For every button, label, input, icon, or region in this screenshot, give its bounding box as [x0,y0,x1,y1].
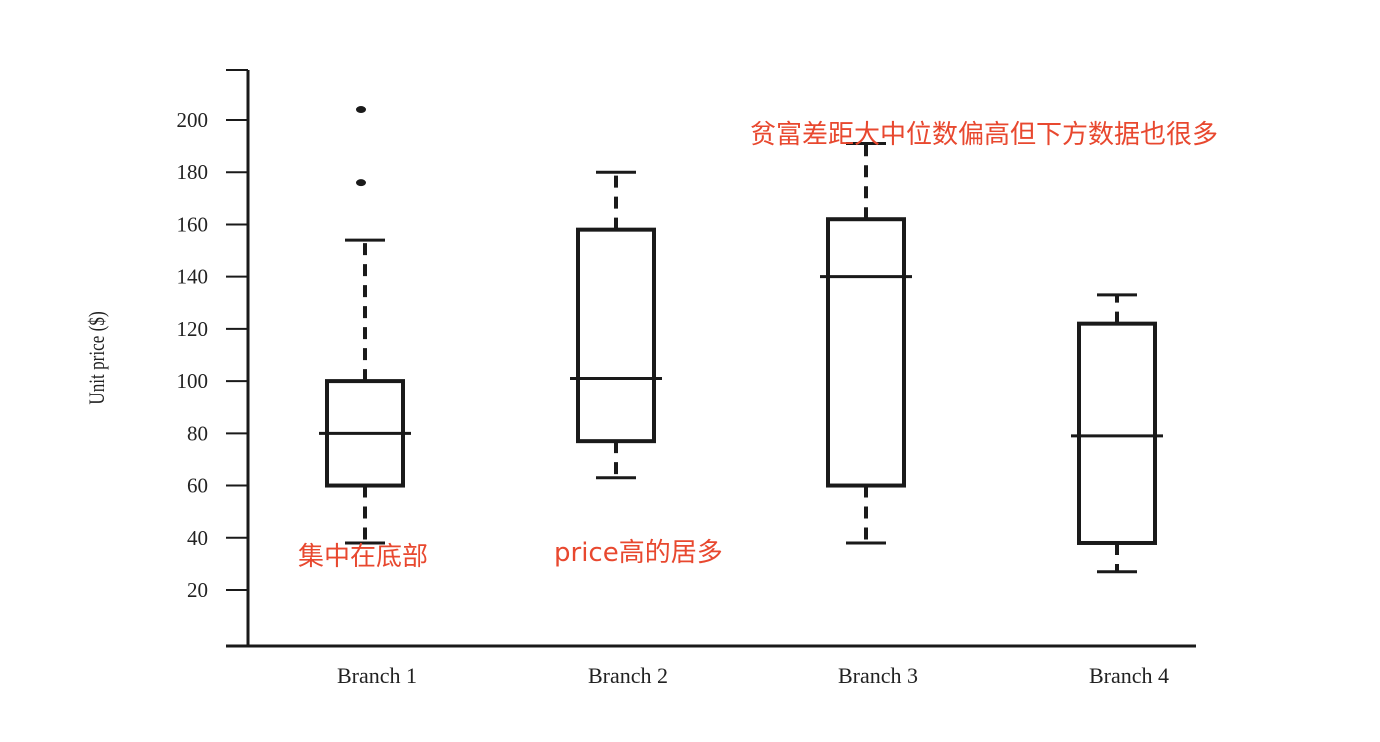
y-tick-label: 40 [187,526,208,550]
branch-1-outlier [356,106,366,114]
y-tick-label: 100 [177,369,209,393]
y-tick-label: 80 [187,421,208,445]
x-category-label: Branch 3 [838,663,918,688]
annotation-branch-3: 贫富差距大中位数偏高但下方数据也很多 [750,120,1219,150]
x-category-label: Branch 2 [588,663,668,688]
y-tick-label: 120 [177,317,209,341]
branch-3-box [826,217,906,488]
branch-1-outlier [356,179,366,187]
x-category-label: Branch 1 [337,663,417,688]
branch-4-box [1077,321,1157,545]
y-axis-title: Unit price ($) [85,311,110,404]
annotation-branch-2: price高的居多 [554,538,723,568]
branch-2-box [576,227,656,444]
x-category-label: Branch 4 [1089,663,1169,688]
annotation-branch-1: 集中在底部 [298,542,429,572]
y-tick-label: 60 [187,474,208,498]
y-tick-label: 200 [177,108,209,132]
y-tick-label: 140 [177,265,209,289]
y-tick-label: 180 [177,160,209,184]
y-tick-label: 160 [177,212,209,236]
y-tick-label: 20 [187,578,208,602]
